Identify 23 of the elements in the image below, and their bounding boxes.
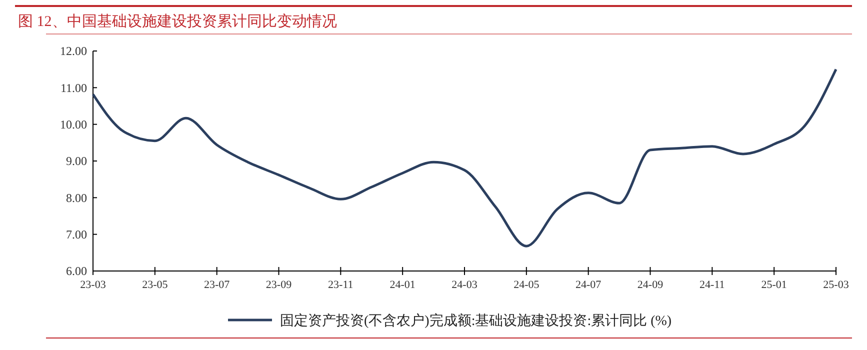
x-tick-label: 23-03 — [80, 279, 106, 291]
x-tick-label: 23-05 — [142, 279, 168, 291]
x-tick-label: 24-03 — [452, 279, 478, 291]
y-tick-label: 9.00 — [66, 154, 87, 168]
x-tick-label: 24-01 — [390, 279, 416, 291]
x-tick-label: 24-09 — [637, 279, 664, 291]
x-tick-label: 23-09 — [266, 279, 292, 291]
y-tick-label: 12.00 — [60, 44, 87, 58]
y-tick-label: 6.00 — [66, 264, 87, 278]
y-tick-label: 11.00 — [60, 80, 87, 95]
legend-label: 固定资产投资(不含农户)完成额:基础设施建设投资:累计同比 (%) — [280, 312, 672, 329]
y-tick-label: 8.00 — [66, 190, 87, 205]
line-series — [92, 68, 838, 248]
x-tick-label: 24-05 — [514, 279, 540, 291]
x-tick-label: 23-07 — [204, 279, 230, 291]
y-tick-label: 10.00 — [60, 118, 87, 132]
chart-title: 图 12、中国基础设施建设投资累计同比变动情况 — [18, 13, 337, 30]
x-tick-label: 23-11 — [328, 279, 354, 291]
x-tick-label: 25-01 — [761, 279, 787, 291]
x-tick-label: 25-03 — [823, 279, 850, 291]
y-tick-label: 7.00 — [66, 228, 87, 242]
x-tick-label: 24-11 — [700, 279, 725, 291]
x-tick-label: 24-07 — [575, 279, 602, 291]
